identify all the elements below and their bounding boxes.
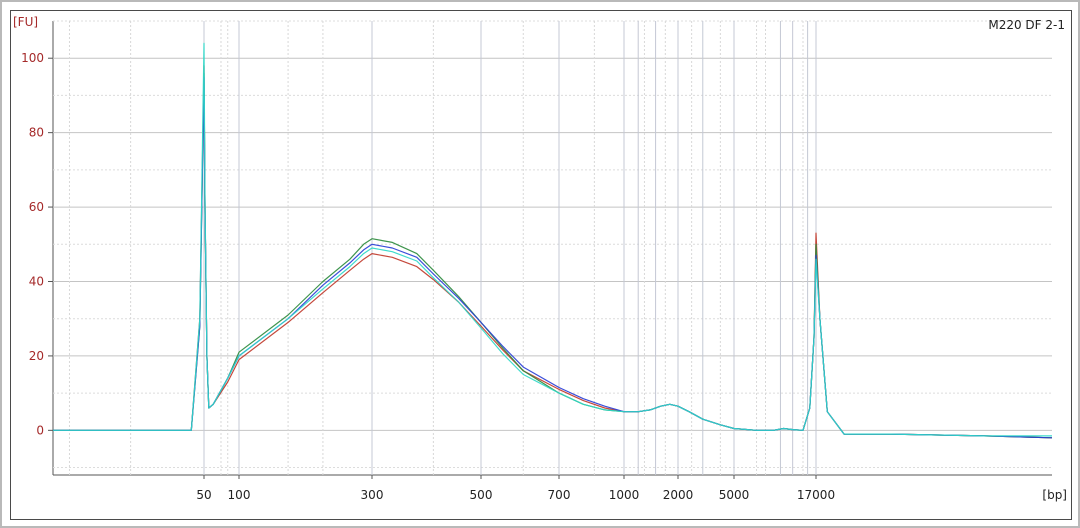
y-tick-label: 80 xyxy=(29,126,44,140)
x-tick-label: 300 xyxy=(361,488,384,502)
x-tick-label: 500 xyxy=(470,488,493,502)
y-tick-label: 40 xyxy=(29,274,44,288)
y-tick-label: 0 xyxy=(36,423,44,437)
x-axis-label: [bp] xyxy=(1042,488,1067,502)
chart-title: M220 DF 2-1 xyxy=(988,18,1065,32)
x-tick-label: 100 xyxy=(228,488,251,502)
y-tick-label: 100 xyxy=(21,51,44,65)
chart-panel: 0 20 40 60 80 100 50 100 300 500 700 1000 2000 5000 17… xyxy=(10,10,1072,520)
electropherogram-chart: 0 20 40 60 80 100 50 100 300 500 700 1000 2000 5000 17… xyxy=(13,15,1067,502)
series-trace-4 xyxy=(53,42,1052,437)
x-tick-label: 1000 xyxy=(609,488,640,502)
x-tick-label: 17000 xyxy=(797,488,835,502)
x-tick-label: 700 xyxy=(548,488,571,502)
x-tick-label: 5000 xyxy=(719,488,750,502)
x-tick-label: 50 xyxy=(196,488,211,502)
y-tick-label: 20 xyxy=(29,349,44,363)
y-tick-label: 60 xyxy=(29,200,44,214)
y-axis-label: [FU] xyxy=(13,15,38,29)
x-tick-label: 2000 xyxy=(663,488,694,502)
